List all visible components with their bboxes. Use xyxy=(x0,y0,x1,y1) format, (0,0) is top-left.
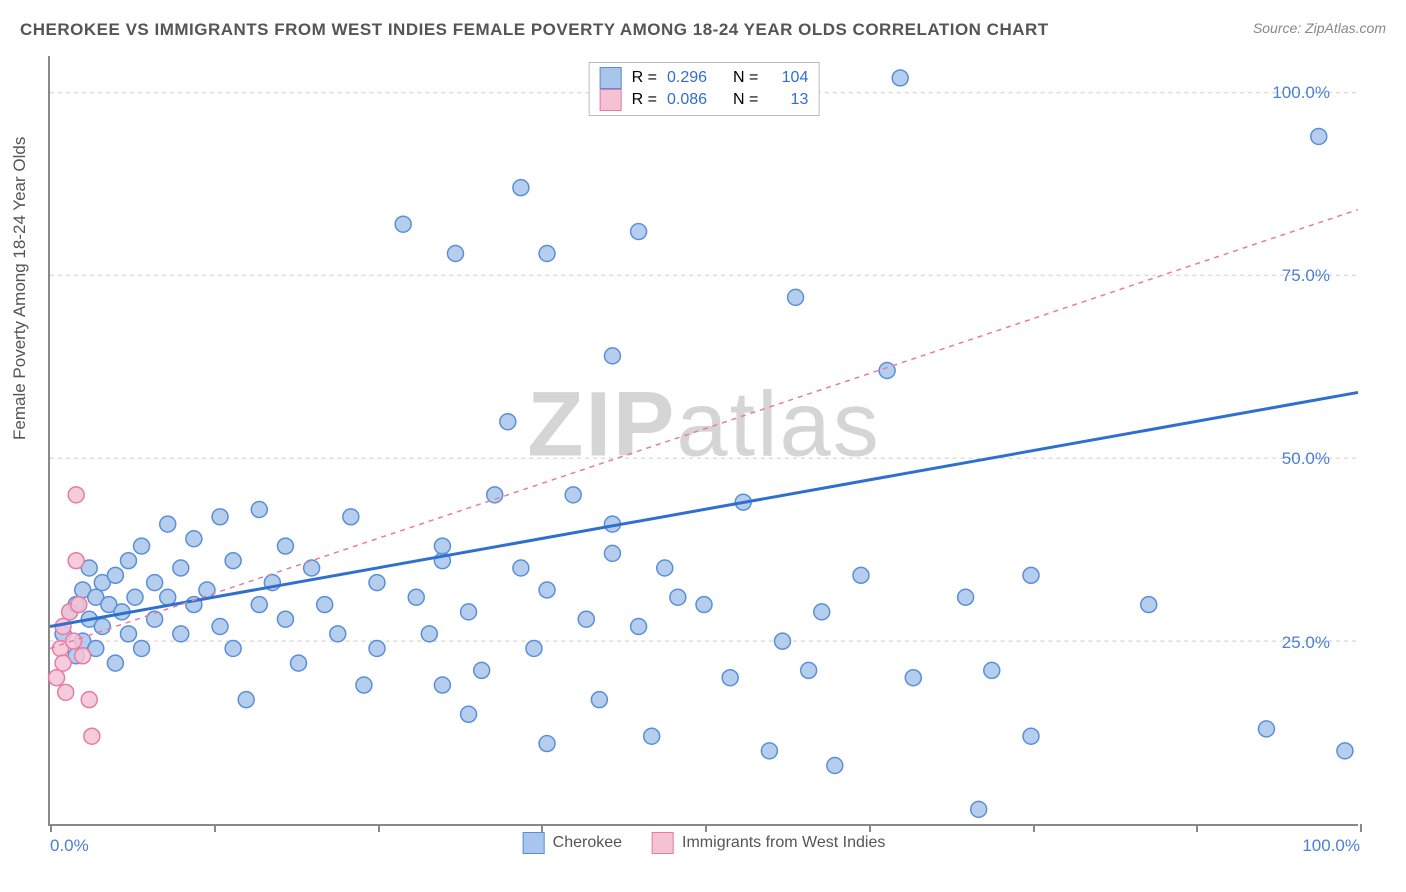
chart-title: CHEROKEE VS IMMIGRANTS FROM WEST INDIES … xyxy=(20,20,1049,40)
x-tick xyxy=(541,824,543,832)
legend-r-label: R = xyxy=(632,91,657,109)
legend-n-value-0: 104 xyxy=(768,69,808,87)
legend-stats: R = 0.296 N = 104 R = 0.086 N = 13 xyxy=(589,62,820,116)
legend-r-value-0: 0.296 xyxy=(667,69,723,87)
legend-r-value-1: 0.086 xyxy=(667,91,723,109)
legend-label-cherokee: Cherokee xyxy=(553,834,622,852)
x-tick xyxy=(1196,824,1198,832)
x-tick xyxy=(1033,824,1035,832)
y-axis-label: Female Poverty Among 18-24 Year Olds xyxy=(10,137,30,440)
x-tick xyxy=(869,824,871,832)
legend-stats-row-1: R = 0.086 N = 13 xyxy=(600,89,809,111)
chart-svg xyxy=(50,56,1358,824)
legend-stats-row-0: R = 0.296 N = 104 xyxy=(600,67,809,89)
x-tick xyxy=(705,824,707,832)
x-tick xyxy=(50,824,52,832)
y-tick-label: 100.0% xyxy=(1272,83,1330,103)
legend-item-westindies: Immigrants from West Indies xyxy=(652,832,885,854)
legend-swatch-cherokee-icon xyxy=(523,832,545,854)
x-tick xyxy=(214,824,216,832)
legend-n-value-1: 13 xyxy=(768,91,808,109)
x-tick xyxy=(378,824,380,832)
legend-r-label: R = xyxy=(632,69,657,87)
source-label: Source: ZipAtlas.com xyxy=(1253,20,1386,36)
legend-n-label: N = xyxy=(733,69,758,87)
plot-area: ZIPatlas R = 0.296 N = 104 R = 0.086 N =… xyxy=(48,56,1358,826)
x-tick-label: 0.0% xyxy=(50,836,89,856)
legend-swatch-westindies-icon xyxy=(600,89,622,111)
legend-swatch-westindies-icon xyxy=(652,832,674,854)
legend-item-cherokee: Cherokee xyxy=(523,832,622,854)
legend-label-westindies: Immigrants from West Indies xyxy=(682,834,885,852)
legend-swatch-cherokee-icon xyxy=(600,67,622,89)
y-tick-label: 25.0% xyxy=(1282,633,1330,653)
legend-n-label: N = xyxy=(733,91,758,109)
legend-series: Cherokee Immigrants from West Indies xyxy=(523,832,886,854)
y-tick-label: 50.0% xyxy=(1282,449,1330,469)
y-tick-label: 75.0% xyxy=(1282,266,1330,286)
x-tick-label: 100.0% xyxy=(1302,836,1360,856)
x-tick xyxy=(1360,824,1362,832)
